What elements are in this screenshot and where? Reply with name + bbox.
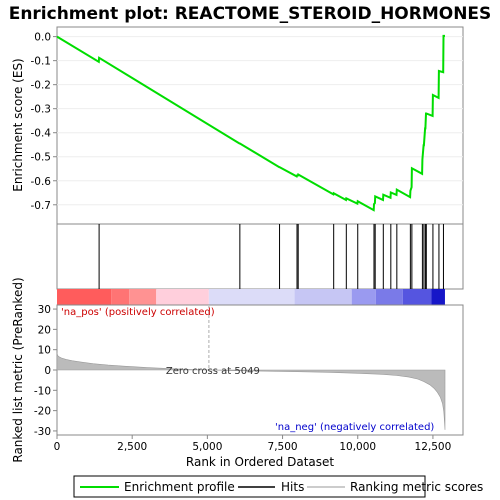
enrichment-profile-line [56, 34, 445, 212]
x-tick-label: 10,000 [339, 441, 376, 453]
x-tick-label: 0 [54, 441, 61, 453]
metric-tick-label: -20 [34, 406, 51, 418]
es-tick-label: 0.0 [34, 32, 51, 44]
es-tick-label: -0.7 [31, 200, 52, 212]
metric-tick-label: 30 [38, 304, 51, 316]
metric-tick-label: -10 [34, 385, 51, 397]
x-axis-label: Rank in Ordered Dataset [186, 455, 334, 469]
heat-band-segment [208, 289, 295, 305]
legend-metric-label: Ranking metric scores [350, 480, 483, 494]
heat-band-segment [351, 289, 376, 305]
heat-band-segment [111, 289, 130, 305]
heat-band-segment [156, 289, 209, 305]
x-tick-label: 12,500 [415, 441, 452, 453]
es-tick-label: -0.5 [31, 152, 52, 164]
hits-markers [98, 224, 444, 289]
es-y-axis-label: Enrichment score (ES) [11, 58, 25, 191]
metric-y-axis: 30 20 10 0 -10 -20 -30 [34, 304, 57, 438]
legend-enrichment-label: Enrichment profile [124, 480, 235, 494]
metric-tick-label: 20 [38, 324, 51, 336]
es-tick-label: -0.1 [31, 56, 52, 68]
heat-band-segment [431, 289, 445, 305]
x-tick-label: 7,500 [268, 441, 298, 453]
heat-band-segment [402, 289, 432, 305]
es-tick-label: -0.2 [31, 80, 52, 92]
x-tick-label: 2,500 [117, 441, 147, 453]
metric-tick-label: -30 [34, 426, 51, 438]
metric-y-axis-label: Ranked list metric (PreRanked) [11, 277, 25, 462]
es-tick-label: -0.6 [31, 176, 52, 188]
zero-cross-label: Zero cross at 5049 [166, 366, 260, 377]
chart-title: Enrichment plot: REACTOME_STEROID_HORMON… [9, 4, 492, 24]
es-tick-label: -0.4 [31, 128, 52, 140]
metric-tick-label: 0 [44, 365, 51, 377]
legend-hits-label: Hits [281, 480, 304, 494]
es-panel [56, 26, 464, 225]
ranking-metric-area [56, 352, 446, 430]
x-axis: 0 2,500 5,000 7,500 10,000 12,500 [54, 435, 452, 453]
negative-correlation-label: 'na_neg' (negatively correlated) [275, 422, 434, 433]
heat-band-segment [375, 289, 403, 305]
heat-band-segment [294, 289, 352, 305]
ranking-heat-band [57, 289, 445, 305]
metric-tick-label: 10 [38, 345, 51, 357]
es-tick-label: -0.3 [31, 104, 52, 116]
es-y-axis: 0.0 -0.1 -0.2 -0.3 -0.4 -0.5 -0.6 -0.7 [31, 32, 57, 212]
hits-panel [56, 223, 464, 290]
heat-band-segment [129, 289, 157, 305]
positive-correlation-label: 'na_pos' (positively correlated) [61, 307, 215, 318]
x-tick-label: 5,000 [192, 441, 222, 453]
heat-band-segment [57, 289, 112, 305]
